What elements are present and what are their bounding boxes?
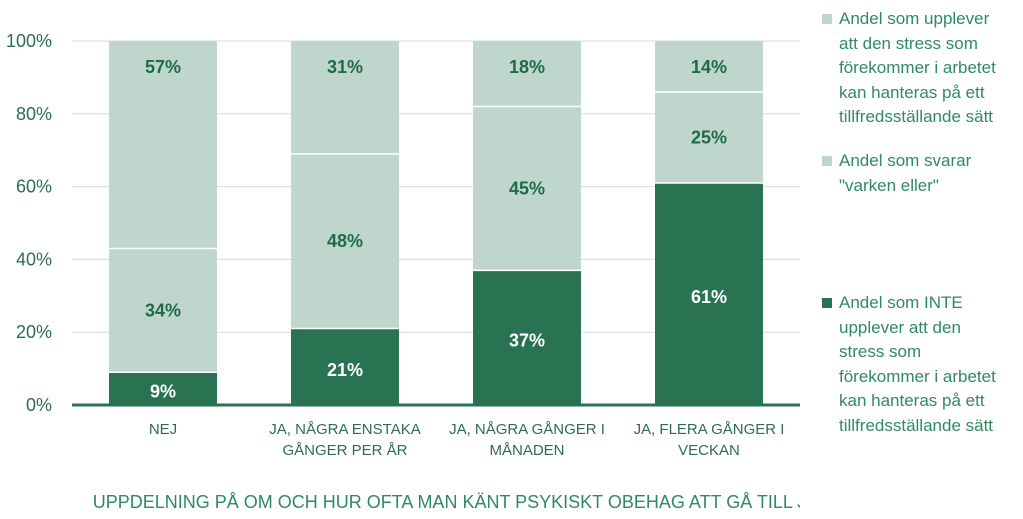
category-label: JA, FLERA GÅNGER I xyxy=(634,421,785,438)
bar-segment xyxy=(291,328,399,405)
category-label: GÅNGER PER ÅR xyxy=(282,442,407,459)
data-label: 34% xyxy=(145,300,181,320)
y-tick-label: 20% xyxy=(16,322,52,342)
legend-label-manageable: Andel som upplever att den stress som fö… xyxy=(839,9,996,126)
category-label: MÅNADEN xyxy=(489,442,564,459)
data-label: 57% xyxy=(145,57,181,77)
y-tick-label: 100% xyxy=(6,31,52,51)
bar-segment xyxy=(291,41,399,154)
bar-segment xyxy=(655,182,763,405)
bar-segment xyxy=(109,248,217,373)
y-tick-label: 40% xyxy=(16,249,52,269)
bar-segment xyxy=(655,91,763,183)
data-label: 31% xyxy=(327,57,363,77)
data-label: 37% xyxy=(509,331,545,351)
data-label: 18% xyxy=(509,57,545,77)
bar-segment xyxy=(655,41,763,92)
data-label: 25% xyxy=(691,127,727,147)
x-axis-title: UPPDELNING PÅ OM OCH HUR OFTA MAN KÄNT P… xyxy=(93,492,800,512)
bar-segment xyxy=(109,41,217,249)
category-label: JA, NÅGRA GÅNGER I xyxy=(449,421,605,438)
legend-label-neither: Andel som svarar "varken eller" xyxy=(839,151,972,195)
category-label: JA, NÅGRA ENSTAKA xyxy=(269,421,420,438)
bar-segment xyxy=(291,153,399,329)
legend-label-not-manageable: Andel som INTE upplever att den stress s… xyxy=(839,293,996,435)
legend-swatch-not-manageable xyxy=(822,298,832,308)
y-tick-label: 60% xyxy=(16,177,52,197)
bar-segment xyxy=(473,106,581,271)
data-label: 61% xyxy=(691,287,727,307)
y-tick-label: 80% xyxy=(16,104,52,124)
bar-segment xyxy=(473,41,581,107)
legend-swatch-neither xyxy=(822,156,832,166)
legend-swatch-manageable xyxy=(822,14,832,24)
data-label: 21% xyxy=(327,360,363,380)
y-tick-label: 0% xyxy=(26,395,52,415)
bar-segment xyxy=(109,372,217,405)
stacked-bar-chart: 0% 20% 40% 60% 80% 100% 9% 34% 57% NEJ 21% 48% 31% JA… xyxy=(6,31,800,512)
data-label: 48% xyxy=(327,231,363,251)
category-label: VECKAN xyxy=(678,442,740,459)
data-label: 9% xyxy=(150,382,176,402)
category-label: NEJ xyxy=(149,421,177,438)
bar-segment xyxy=(473,270,581,405)
data-label: 45% xyxy=(509,178,545,198)
data-label: 14% xyxy=(691,57,727,77)
